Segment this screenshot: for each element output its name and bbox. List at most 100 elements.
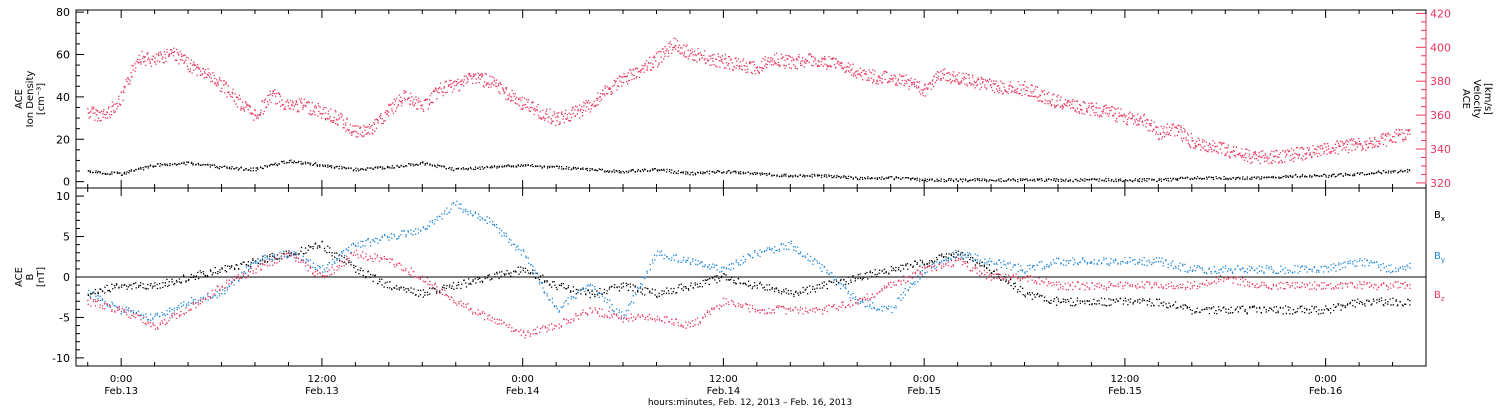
velocity-series-point <box>1054 106 1056 108</box>
velocity-series-point <box>1375 144 1377 147</box>
bx-series-point <box>1174 301 1177 303</box>
bx-series-point <box>572 290 574 292</box>
bx-series-point <box>1060 301 1063 303</box>
bx-series-point <box>1087 300 1089 302</box>
bx-series-point <box>888 272 890 274</box>
by-series-point <box>403 230 405 232</box>
velocity-series-point <box>132 69 134 71</box>
by-series-point <box>646 270 648 272</box>
velocity-series-point <box>311 113 314 115</box>
bx-series-point <box>701 286 703 288</box>
velocity-series-point <box>459 80 461 83</box>
velocity-series-point <box>715 65 717 67</box>
density-series-point <box>1325 174 1327 176</box>
velocity-series-point <box>1004 90 1007 92</box>
velocity-series-point <box>447 85 450 87</box>
velocity-series-point <box>738 65 741 67</box>
velocity-series-point <box>465 82 468 84</box>
density-series-point <box>247 169 249 171</box>
velocity-series-point <box>626 75 628 77</box>
by-series-point <box>390 233 392 235</box>
bx-series-point <box>632 284 634 286</box>
velocity-series-point <box>1339 145 1341 147</box>
bx-series-point <box>1149 298 1151 300</box>
velocity-series-point <box>1088 106 1090 109</box>
velocity-series-point <box>193 61 195 63</box>
bx-series-point <box>805 288 807 290</box>
bx-series-point <box>708 283 710 286</box>
velocity-series-point <box>276 102 278 105</box>
velocity-series-point <box>894 84 897 86</box>
by-series-point <box>147 319 150 321</box>
density-series-point <box>713 171 715 173</box>
density-series-point <box>1086 178 1088 181</box>
velocity-series-point <box>521 96 523 98</box>
density-series-point <box>365 168 367 170</box>
bx-series-point <box>1346 303 1349 305</box>
bx-series-point <box>1220 309 1222 312</box>
density-series-point <box>781 174 783 176</box>
bx-series-point <box>895 270 897 272</box>
velocity-series-point <box>392 112 395 115</box>
velocity-series-point <box>177 51 179 54</box>
velocity-series-point <box>307 100 309 103</box>
velocity-series-point <box>1212 140 1214 142</box>
density-series-point <box>119 172 121 174</box>
velocity-series-point <box>738 67 741 70</box>
velocity-series-point <box>558 112 560 114</box>
velocity-series-point <box>1207 144 1210 147</box>
bx-series-point <box>1169 305 1171 307</box>
velocity-series-point <box>1175 127 1177 129</box>
by-series-point <box>425 227 427 230</box>
bx-series-point <box>532 273 534 275</box>
bx-series-point <box>140 282 142 284</box>
velocity-series-point <box>1082 101 1084 103</box>
velocity-series-point <box>291 105 293 107</box>
velocity-series-point <box>868 79 871 81</box>
by-series-point <box>166 310 168 312</box>
density-series-point <box>1170 180 1173 182</box>
velocity-series-point <box>1316 152 1318 154</box>
by-series-point <box>589 285 591 287</box>
velocity-series-point <box>794 65 796 68</box>
bx-series-point <box>133 282 135 285</box>
by-series-point <box>515 249 517 251</box>
density-series-point <box>377 166 379 168</box>
density-series-point <box>341 168 343 170</box>
velocity-series-point <box>1218 141 1220 144</box>
velocity-series-point <box>728 68 731 70</box>
bx-series-point <box>1282 307 1284 309</box>
velocity-series-point <box>346 118 348 120</box>
velocity-series-point <box>1023 88 1025 90</box>
velocity-series-point <box>1122 115 1124 117</box>
velocity-series-point <box>87 112 89 114</box>
velocity-series-point <box>445 80 447 83</box>
velocity-series-point <box>641 64 643 67</box>
velocity-series-point <box>201 73 203 75</box>
bx-series-point <box>909 264 912 266</box>
density-series-point <box>1138 180 1141 183</box>
bx-series-point <box>723 273 725 275</box>
by-series-point <box>230 281 233 283</box>
by-series-point <box>338 258 340 260</box>
velocity-series-point <box>560 112 563 114</box>
velocity-series-point <box>1250 157 1252 159</box>
bx-series-point <box>622 282 624 284</box>
density-series-point <box>692 174 694 176</box>
velocity-series-point <box>971 83 973 85</box>
velocity-series-point <box>108 106 110 108</box>
velocity-series-point <box>1097 107 1100 109</box>
density-series-point <box>871 177 873 180</box>
bx-series-point <box>869 271 871 274</box>
bx-series-point <box>1239 306 1241 308</box>
velocity-series-point <box>833 57 835 59</box>
velocity-series-point <box>294 103 297 106</box>
by-series-point <box>156 312 158 314</box>
velocity-series-point <box>1012 86 1014 88</box>
velocity-series-point <box>426 98 428 100</box>
velocity-series-point <box>415 96 417 98</box>
by-series-point <box>422 226 425 228</box>
velocity-series-point <box>1374 138 1376 140</box>
bx-series-point <box>819 287 821 289</box>
density-series-point <box>960 179 962 181</box>
